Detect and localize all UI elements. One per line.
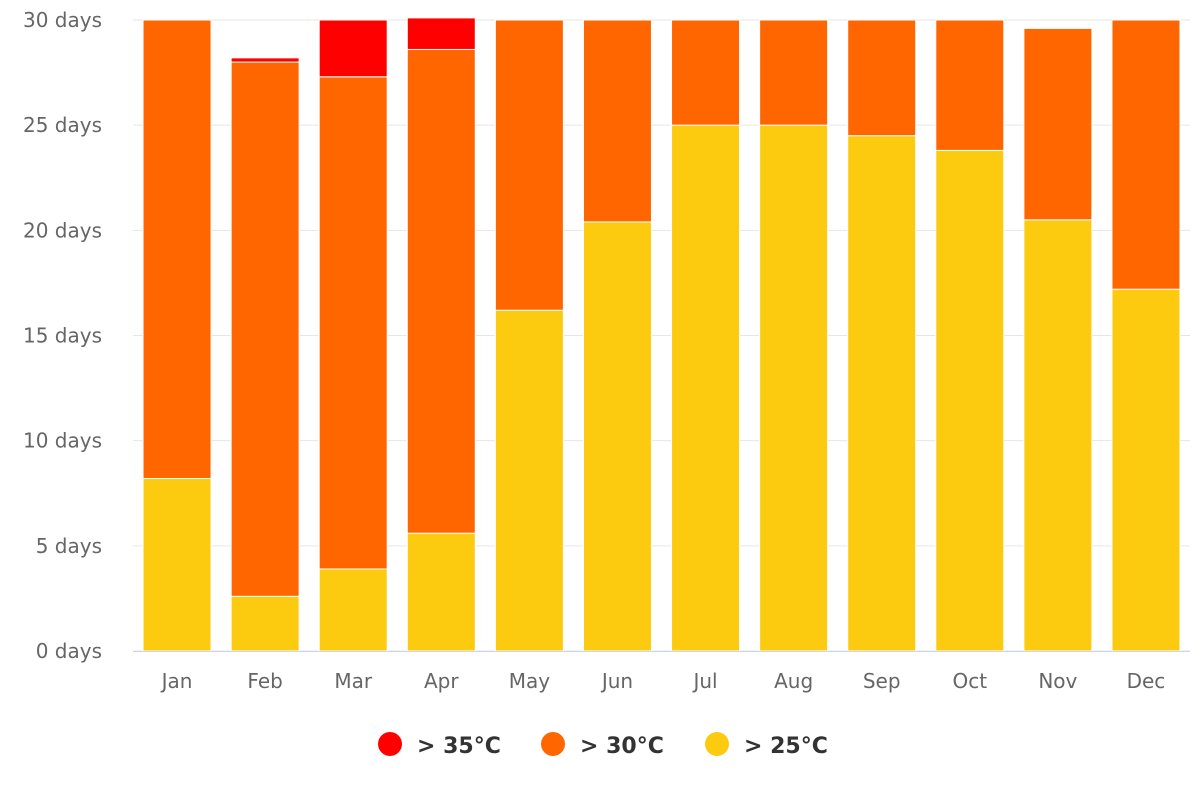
x-tick-label: Apr xyxy=(424,669,459,693)
legend-label: > 25°C xyxy=(744,734,828,759)
legend-marker xyxy=(705,732,729,756)
y-tick-label: 0 days xyxy=(36,639,102,663)
x-tick-label: Mar xyxy=(334,669,373,693)
bar-segment-feb-s2[interactable] xyxy=(230,57,300,63)
bar-segment-aug-s0[interactable] xyxy=(759,124,829,652)
bar-segment-jan-s0[interactable] xyxy=(142,478,212,652)
x-tick-label: Oct xyxy=(952,669,987,693)
bar-segment-jun-s1[interactable] xyxy=(582,19,652,223)
legend-marker xyxy=(378,732,402,756)
bar-segment-oct-s0[interactable] xyxy=(935,149,1005,652)
y-tick-label: 20 days xyxy=(23,218,102,242)
x-tick-label: May xyxy=(509,669,551,693)
bar-segment-may-s0[interactable] xyxy=(494,309,564,652)
bar-segment-sep-s0[interactable] xyxy=(847,135,917,652)
x-tick-label: Sep xyxy=(863,669,901,693)
legend-label: > 30°C xyxy=(580,734,664,759)
bar-segment-mar-s2[interactable] xyxy=(318,19,388,78)
bar-segment-aug-s1[interactable] xyxy=(759,19,829,126)
y-tick-label: 30 days xyxy=(23,8,102,32)
bars xyxy=(142,17,1181,652)
bar-segment-nov-s1[interactable] xyxy=(1023,27,1093,221)
y-axis: 0 days 5 days 10 days 15 days 20 days 25 days… xyxy=(23,8,102,663)
x-tick-label: Aug xyxy=(774,669,813,693)
x-tick-label: Dec xyxy=(1127,669,1166,693)
bar-segment-dec-s0[interactable] xyxy=(1111,288,1181,652)
legend: > 35°C > 30°C > 25°C xyxy=(378,732,828,759)
bar-segment-feb-s1[interactable] xyxy=(230,61,300,597)
bar-segment-jun-s0[interactable] xyxy=(582,221,652,652)
y-tick-label: 10 days xyxy=(23,429,102,453)
bar-segment-apr-s2[interactable] xyxy=(406,17,476,50)
bar-segment-oct-s1[interactable] xyxy=(935,19,1005,151)
legend-item[interactable]: > 35°C xyxy=(378,732,501,759)
bar-segment-nov-s0[interactable] xyxy=(1023,219,1093,652)
x-tick-label: Feb xyxy=(247,669,282,693)
y-tick-label: 25 days xyxy=(23,113,102,137)
y-tick-label: 15 days xyxy=(23,324,102,348)
y-tick-label: 5 days xyxy=(36,534,102,558)
legend-label: > 35°C xyxy=(417,734,501,759)
x-tick-label: Jul xyxy=(691,669,717,693)
legend-marker xyxy=(541,732,565,756)
bar-segment-jan-s1[interactable] xyxy=(142,19,212,480)
bar-segment-may-s1[interactable] xyxy=(494,19,564,311)
bar-segment-mar-s1[interactable] xyxy=(318,76,388,570)
bar-segment-jul-s1[interactable] xyxy=(671,19,741,126)
x-axis: Jan Feb Mar Apr May Jun Jul Aug Sep Oct Nov Dec xyxy=(133,651,1190,693)
x-tick-label: Nov xyxy=(1038,669,1077,693)
x-tick-label: Jan xyxy=(160,669,193,693)
legend-item[interactable]: > 30°C xyxy=(541,732,664,759)
bar-segment-feb-s0[interactable] xyxy=(230,595,300,652)
bar-segment-sep-s1[interactable] xyxy=(847,19,917,137)
bar-segment-apr-s1[interactable] xyxy=(406,48,476,534)
bar-segment-apr-s0[interactable] xyxy=(406,532,476,652)
x-tick-label: Jun xyxy=(600,669,633,693)
legend-item[interactable]: > 25°C xyxy=(705,732,828,759)
grid-lines xyxy=(133,19,1190,652)
bar-segment-mar-s0[interactable] xyxy=(318,568,388,652)
bar-segment-dec-s1[interactable] xyxy=(1111,19,1181,290)
bar-segment-jul-s0[interactable] xyxy=(671,124,741,652)
